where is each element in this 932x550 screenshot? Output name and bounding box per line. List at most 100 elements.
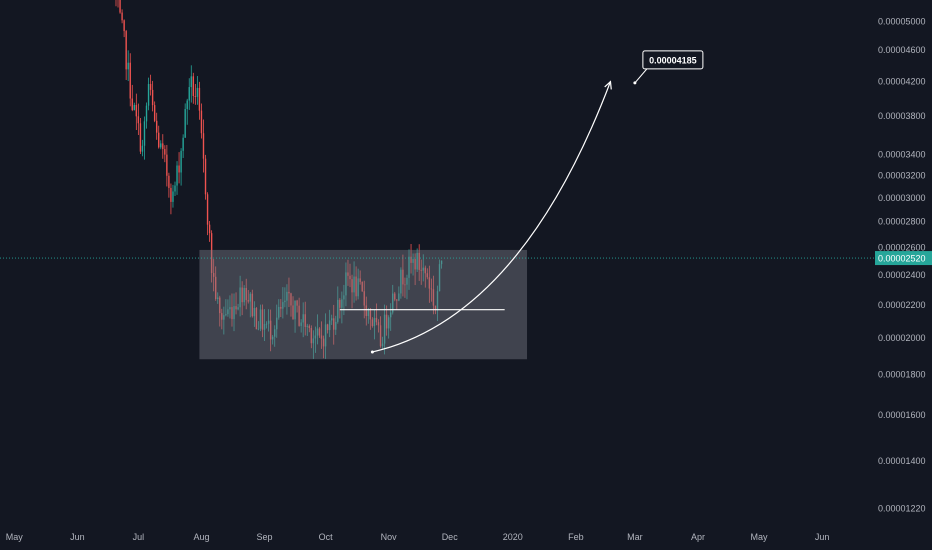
candle-body [276,317,278,330]
candle-body [343,295,345,300]
candle-body [186,100,188,110]
candle-body [255,307,258,330]
projection-start-point [370,350,374,354]
candle-body [349,275,351,280]
candle-body [278,306,280,318]
price-axis[interactable]: 0.00005000 0.00004600 0.00004200 0.00003800… [875,0,932,550]
candle-body [330,318,333,321]
candle-body [357,278,359,297]
candle-body [135,104,138,117]
candle-body [339,299,341,308]
candle-body [412,259,414,263]
candle-body [221,313,223,320]
candle-body [408,256,410,278]
candle-body [296,300,298,306]
candle-body [385,314,388,329]
last-price-badge[interactable] [875,251,932,266]
candle-body [143,121,146,146]
candle-body [365,305,367,316]
candle-body [387,317,390,329]
price-tick-label: 0.00005000 [878,16,926,26]
candle-body [180,150,182,173]
candle-body [286,291,288,301]
candle-body [353,276,355,293]
price-tick-label: 0.00002200 [878,300,926,310]
candle-body [123,20,125,32]
time-tick-label: May [6,532,24,542]
price-tick-label: 0.00003200 [878,171,926,181]
time-tick-label: Apr [691,532,705,542]
candle-body [172,191,174,202]
candle-body [398,293,400,301]
price-tick-label: 0.00004200 [878,77,926,87]
candle-body [337,299,339,322]
candle-body [371,319,374,326]
candle-body [400,269,402,294]
candle-body [310,327,313,344]
candle-body [131,98,133,111]
candle-body [247,300,249,302]
candle-body [261,309,264,330]
time-tick-label: Jul [133,532,145,542]
candle-body [328,320,331,331]
callout-label: 0.00004185 [649,55,697,65]
candle-body [361,281,363,292]
price-tick-label: 0.00003400 [878,150,926,160]
candle-body [263,324,266,330]
candle-body [174,185,176,192]
candle-body [259,309,262,329]
price-tick-label: 0.00001600 [878,410,926,420]
time-tick-label: Nov [381,532,398,542]
candle-body [377,322,380,326]
candle-body [394,293,396,300]
candle-body [422,267,424,271]
candle-body [245,287,247,301]
candle-body [168,175,170,188]
candle-body [304,314,306,327]
candle-body [363,291,365,306]
candle-body [428,277,431,289]
candle-body [192,76,195,96]
candle-body [333,318,335,330]
candle-body [434,305,437,311]
price-tick-label: 0.00003800 [878,111,926,121]
candle-body [359,278,361,282]
candle-body [121,12,123,21]
candle-body [284,300,286,303]
time-tick-label: Dec [442,532,459,542]
candle-body [184,109,186,138]
candle-body [239,287,241,308]
candle-body [326,324,329,331]
candle-body [210,233,213,274]
candle-body [225,314,227,316]
candle-body [241,287,243,303]
candle-body [438,264,441,292]
candle-body [237,307,239,310]
chart-drawings: 0.00004185 [0,50,875,360]
candle-body [219,297,221,314]
candle-body [414,259,416,270]
candle-body [282,302,284,309]
candle-body [379,325,382,347]
candle-body [153,105,156,121]
candle-body [151,89,154,106]
candle-body [162,143,164,150]
candle-body [381,343,384,347]
time-axis[interactable]: May Jun Jul Aug Sep Oct Nov Dec 2020 Feb Mar Apr May… [0,527,875,550]
candle-body [367,310,370,316]
candle-body [231,307,233,320]
candle-body [141,145,144,152]
candle-body [288,291,290,294]
candle-body [347,272,349,276]
candle-body [267,320,270,324]
price-tick-label: 0.00002400 [878,270,926,280]
candle-body [345,272,347,296]
time-tick-label: Jun [815,532,830,542]
range-box [199,249,528,360]
candlestick-series [115,0,443,359]
candle-body [164,149,166,155]
candle-body [373,317,376,326]
candle-body [290,293,292,306]
